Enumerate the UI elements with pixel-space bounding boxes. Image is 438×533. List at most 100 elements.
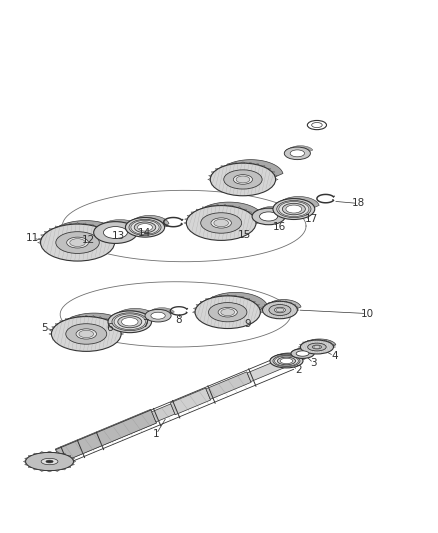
Polygon shape bbox=[67, 455, 71, 457]
Polygon shape bbox=[221, 166, 224, 167]
Ellipse shape bbox=[210, 163, 276, 196]
Ellipse shape bbox=[236, 176, 250, 183]
Polygon shape bbox=[104, 318, 107, 320]
Polygon shape bbox=[56, 410, 156, 463]
Polygon shape bbox=[54, 470, 60, 471]
Ellipse shape bbox=[273, 356, 300, 367]
Polygon shape bbox=[184, 222, 187, 224]
Ellipse shape bbox=[214, 219, 229, 227]
Polygon shape bbox=[273, 197, 319, 207]
Polygon shape bbox=[255, 219, 258, 221]
Polygon shape bbox=[111, 235, 115, 237]
Polygon shape bbox=[265, 304, 267, 305]
Ellipse shape bbox=[195, 296, 260, 328]
Polygon shape bbox=[260, 311, 263, 313]
Polygon shape bbox=[256, 222, 258, 224]
Polygon shape bbox=[300, 339, 336, 346]
Ellipse shape bbox=[260, 212, 278, 221]
Ellipse shape bbox=[279, 201, 309, 216]
Ellipse shape bbox=[286, 205, 302, 213]
Polygon shape bbox=[261, 166, 265, 167]
Polygon shape bbox=[84, 315, 88, 317]
Ellipse shape bbox=[70, 239, 85, 246]
Ellipse shape bbox=[307, 343, 326, 351]
Polygon shape bbox=[95, 220, 141, 229]
Polygon shape bbox=[55, 324, 59, 325]
Ellipse shape bbox=[280, 358, 293, 364]
Polygon shape bbox=[200, 301, 204, 303]
Ellipse shape bbox=[275, 308, 286, 313]
Polygon shape bbox=[206, 372, 251, 399]
Ellipse shape bbox=[283, 203, 305, 215]
Polygon shape bbox=[241, 162, 245, 163]
Polygon shape bbox=[212, 296, 215, 298]
Polygon shape bbox=[271, 172, 275, 173]
Polygon shape bbox=[107, 231, 111, 233]
Polygon shape bbox=[296, 306, 298, 308]
Text: 6: 6 bbox=[106, 324, 113, 333]
Polygon shape bbox=[253, 206, 288, 214]
Polygon shape bbox=[270, 353, 305, 360]
Ellipse shape bbox=[114, 314, 145, 329]
Polygon shape bbox=[146, 308, 174, 314]
Ellipse shape bbox=[296, 351, 309, 356]
Polygon shape bbox=[46, 451, 53, 453]
Polygon shape bbox=[215, 168, 219, 170]
Polygon shape bbox=[39, 470, 45, 471]
Polygon shape bbox=[274, 175, 277, 177]
Text: 18: 18 bbox=[352, 198, 365, 208]
Polygon shape bbox=[233, 162, 238, 164]
Polygon shape bbox=[256, 304, 259, 306]
Ellipse shape bbox=[145, 310, 171, 322]
Text: 15: 15 bbox=[238, 230, 251, 240]
Polygon shape bbox=[312, 340, 316, 341]
Ellipse shape bbox=[112, 313, 148, 330]
Polygon shape bbox=[293, 304, 295, 305]
Ellipse shape bbox=[291, 349, 314, 358]
Polygon shape bbox=[324, 340, 327, 342]
Polygon shape bbox=[318, 340, 321, 341]
Polygon shape bbox=[98, 317, 102, 318]
Polygon shape bbox=[262, 306, 264, 308]
Ellipse shape bbox=[129, 219, 161, 236]
Polygon shape bbox=[187, 215, 191, 217]
Polygon shape bbox=[276, 179, 278, 181]
Ellipse shape bbox=[51, 317, 121, 351]
Text: 11: 11 bbox=[26, 233, 39, 243]
Polygon shape bbox=[192, 311, 195, 313]
Polygon shape bbox=[28, 455, 32, 457]
Text: 9: 9 bbox=[244, 319, 251, 329]
Polygon shape bbox=[39, 451, 45, 453]
Ellipse shape bbox=[56, 232, 99, 253]
Polygon shape bbox=[38, 241, 41, 244]
Ellipse shape bbox=[46, 460, 53, 463]
Polygon shape bbox=[120, 329, 123, 332]
Ellipse shape bbox=[312, 345, 321, 349]
Polygon shape bbox=[83, 223, 87, 225]
Polygon shape bbox=[208, 175, 212, 177]
Polygon shape bbox=[193, 308, 196, 310]
Polygon shape bbox=[61, 453, 66, 455]
Text: 7: 7 bbox=[143, 319, 149, 329]
Polygon shape bbox=[114, 241, 117, 244]
Polygon shape bbox=[195, 293, 268, 310]
Polygon shape bbox=[223, 204, 227, 206]
Text: 12: 12 bbox=[82, 235, 95, 245]
Ellipse shape bbox=[108, 311, 152, 333]
Text: 10: 10 bbox=[360, 309, 374, 319]
Text: 14: 14 bbox=[138, 228, 151, 238]
Ellipse shape bbox=[125, 217, 165, 237]
Polygon shape bbox=[299, 344, 302, 345]
Polygon shape bbox=[233, 295, 237, 296]
Polygon shape bbox=[303, 342, 305, 343]
Polygon shape bbox=[248, 162, 252, 164]
Polygon shape bbox=[230, 205, 234, 207]
Ellipse shape bbox=[273, 199, 315, 220]
Ellipse shape bbox=[186, 206, 256, 240]
Ellipse shape bbox=[134, 222, 156, 233]
Ellipse shape bbox=[218, 308, 237, 317]
Polygon shape bbox=[68, 223, 72, 225]
Polygon shape bbox=[71, 463, 74, 465]
Polygon shape bbox=[41, 221, 122, 240]
Polygon shape bbox=[75, 223, 80, 224]
